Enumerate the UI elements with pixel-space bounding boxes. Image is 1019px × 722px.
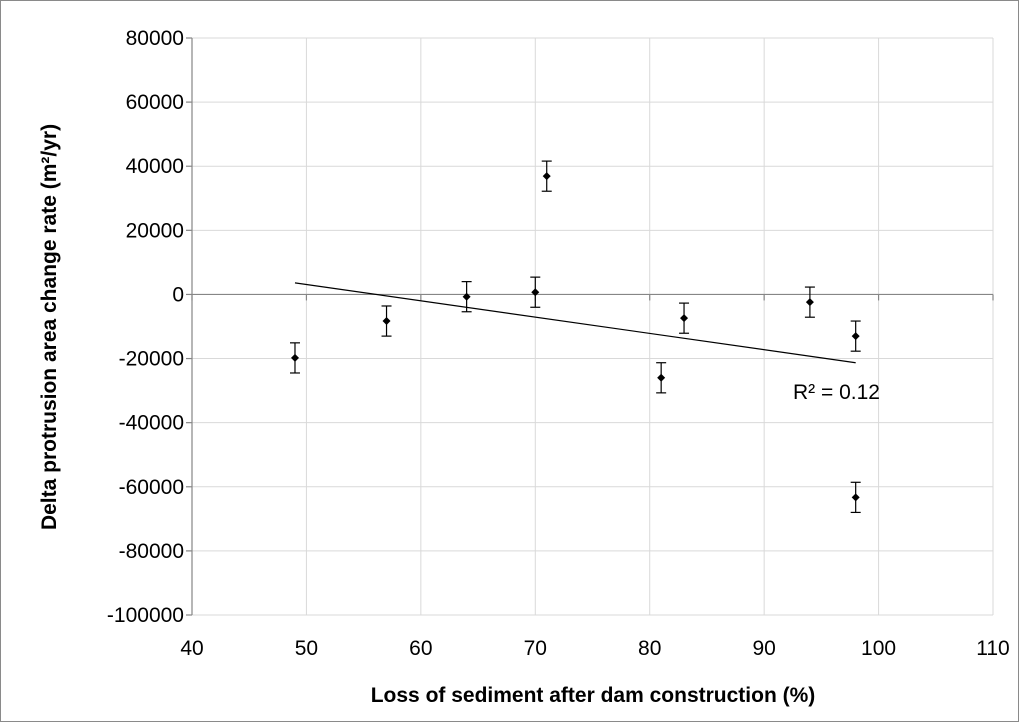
x-tick-label: 80 xyxy=(638,637,661,660)
data-point xyxy=(850,481,861,514)
trendline-group xyxy=(294,282,856,364)
x-tick-label: 50 xyxy=(295,637,318,660)
y-tick-label: 80000 xyxy=(126,27,184,50)
point-marker xyxy=(382,317,391,326)
x-tick-labels: 40 50 60 70 80 90 100 110 xyxy=(180,637,1009,660)
point-marker xyxy=(851,493,860,502)
data-points xyxy=(289,160,861,514)
point-marker xyxy=(290,353,299,362)
y-tick-label: -100000 xyxy=(107,604,184,627)
data-point xyxy=(541,160,552,192)
point-marker xyxy=(531,288,540,297)
data-point xyxy=(461,281,472,313)
point-marker xyxy=(851,332,860,341)
data-point xyxy=(289,342,300,374)
point-marker xyxy=(680,314,689,323)
x-tick-label: 100 xyxy=(861,637,896,660)
trendline xyxy=(294,282,856,364)
y-tick-label: -60000 xyxy=(119,476,184,499)
data-point xyxy=(850,320,861,352)
point-marker xyxy=(805,298,814,307)
y-tick-labels: 80000 60000 40000 20000 0 -20000 -40000 -60000 -… xyxy=(107,27,184,627)
r-squared-label: R² = 0.12 xyxy=(793,381,880,404)
point-marker xyxy=(542,172,551,181)
axes xyxy=(186,37,994,616)
y-axis-title: Delta protrusion area change rate (m²/yr… xyxy=(38,124,61,530)
point-marker xyxy=(462,292,471,301)
data-point xyxy=(530,276,541,308)
y-tick-label: 40000 xyxy=(126,155,184,178)
point-marker xyxy=(657,373,666,382)
x-axis-title: Loss of sediment after dam construction … xyxy=(371,684,816,707)
data-point xyxy=(679,302,690,334)
y-tick-label: -80000 xyxy=(119,540,184,563)
x-tick-label: 60 xyxy=(409,637,432,660)
y-tick-label: 60000 xyxy=(126,91,184,114)
y-tick-label: -20000 xyxy=(119,348,184,371)
y-tick-label: 20000 xyxy=(126,219,184,242)
grid-lines xyxy=(191,37,994,616)
y-tick-label: 0 xyxy=(172,283,184,306)
x-tick-label: 70 xyxy=(524,637,547,660)
data-point xyxy=(804,286,815,318)
data-point xyxy=(656,362,667,394)
y-tick-label: -40000 xyxy=(119,412,184,435)
x-tick-label: 90 xyxy=(752,637,775,660)
x-tick-label: 40 xyxy=(180,637,203,660)
x-tick-label: 110 xyxy=(976,637,1009,660)
data-point xyxy=(381,305,392,337)
